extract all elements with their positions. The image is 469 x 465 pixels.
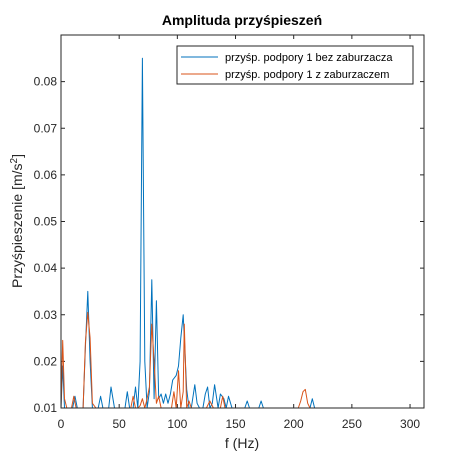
x-tick-label: 100 <box>167 417 187 431</box>
legend: przyśp. podpory 1 bez zaburzacza przyśp.… <box>176 45 414 85</box>
y-axis-label-main: Przyśpieszenie [m/s <box>9 163 25 287</box>
y-tick-label: 0.05 <box>34 215 58 229</box>
y-tick-label: 0.03 <box>34 308 58 322</box>
axis-ticks: 0 50 100 150 200 250 300 0.01 0.02 0.03 0.04 0.05 0.… <box>34 35 424 431</box>
y-axis-label-suffix: ] <box>9 154 25 158</box>
x-tick-label: 200 <box>284 417 304 431</box>
x-tick-label: 0 <box>58 417 65 431</box>
legend-label-series-1: przyśp. podpory 1 bez zaburzacza <box>225 52 393 64</box>
y-tick-label: 0.06 <box>34 168 58 182</box>
y-tick-label: 0.08 <box>34 75 58 89</box>
x-tick-label: 150 <box>226 417 246 431</box>
x-axis-label: f (Hz) <box>225 435 259 451</box>
x-tick-label: 250 <box>342 417 362 431</box>
x-tick-label: 300 <box>400 417 420 431</box>
y-axis-label: Przyśpieszenie [m/s2] <box>9 154 25 288</box>
plot-area <box>61 35 424 408</box>
legend-label-series-2: przyśp. podpory 1 z zaburzaczem <box>225 69 389 81</box>
y-tick-label: 0.01 <box>34 401 58 415</box>
x-tick-label: 50 <box>112 417 126 431</box>
chart-title: Amplituda przyśpieszeń <box>162 12 322 28</box>
y-axis-label-exponent: 2 <box>9 157 20 163</box>
y-tick-label: 0.07 <box>34 121 58 135</box>
legend-box <box>176 45 414 85</box>
axes-box <box>60 34 425 409</box>
y-tick-label: 0.04 <box>34 261 58 275</box>
y-tick-label: 0.02 <box>34 354 58 368</box>
